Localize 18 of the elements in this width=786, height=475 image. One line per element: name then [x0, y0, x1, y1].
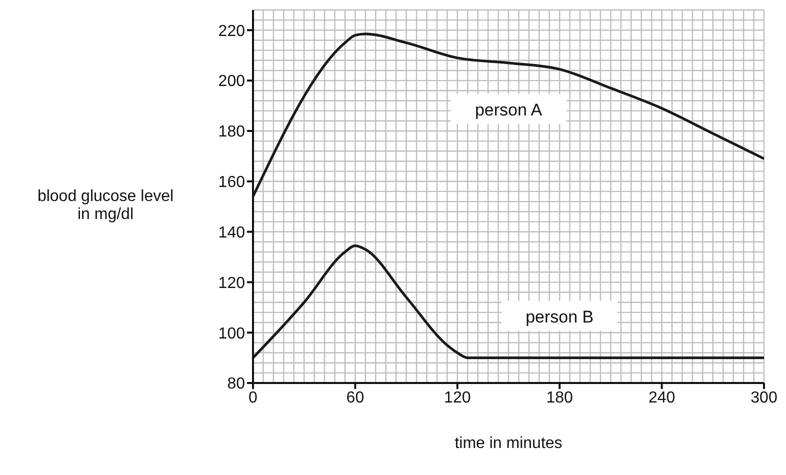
x-tick-label: 120: [444, 389, 471, 406]
x-axis-title: time in minutes: [454, 435, 564, 453]
series-label: person B: [526, 307, 594, 326]
y-tick-label: 140: [218, 224, 246, 242]
y-tick-label: 220: [218, 22, 246, 40]
x-tick-label: 240: [648, 389, 676, 406]
y-tick-label: 200: [218, 73, 246, 90]
y-tick-label: 180: [218, 124, 246, 141]
y-tick-label: 160: [218, 174, 246, 192]
x-tick-label: 300: [750, 389, 778, 406]
series-label: person A: [474, 100, 543, 120]
y-tick-label: 120: [218, 274, 246, 292]
y-tick-label: 80: [227, 376, 246, 393]
x-tick-label: 60: [346, 389, 364, 406]
x-tick-label: 180: [546, 389, 574, 406]
y-tick-label: 100: [218, 325, 246, 342]
y-axis-title: blood glucose level in mg/dl: [36, 188, 175, 224]
x-tick-label: 0: [248, 389, 258, 406]
